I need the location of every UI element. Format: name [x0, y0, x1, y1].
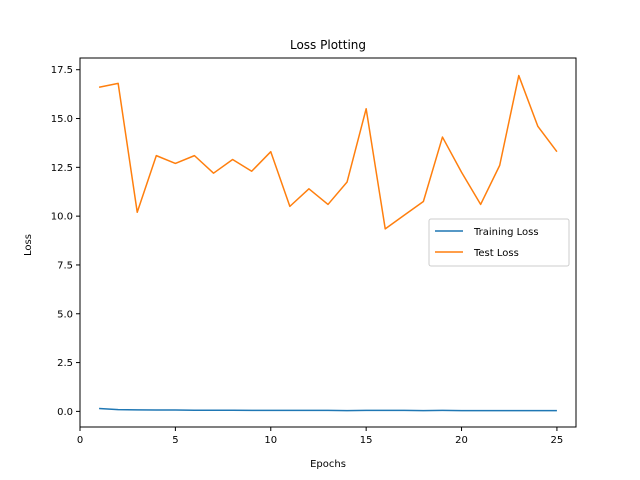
x-tick-label: 0: [77, 435, 83, 446]
y-tick-label: 12.5: [51, 163, 73, 174]
legend-label-training-loss: Training Loss: [473, 227, 539, 238]
y-tick-label: 0.0: [57, 407, 73, 418]
y-tick-label: 5.0: [57, 309, 73, 320]
y-tick-label: 7.5: [57, 260, 73, 271]
legend-label-test-loss: Test Loss: [473, 248, 519, 259]
x-tick-label: 20: [455, 435, 468, 446]
y-tick-label: 2.5: [57, 358, 73, 369]
y-tick-label: 10.0: [51, 212, 73, 223]
training-loss-line: [99, 407, 557, 412]
y-tick-label: 17.5: [51, 65, 73, 76]
x-tick-label: 25: [551, 435, 564, 446]
legend-box: [428, 218, 570, 267]
x-axis-label: Epochs: [310, 459, 346, 470]
legend: Training Loss Test Loss: [428, 218, 570, 267]
chart-title: Loss Plotting: [290, 38, 366, 52]
test-loss-line: [98, 74, 558, 230]
x-tick-label: 10: [264, 435, 277, 446]
x-tick-label: 5: [172, 435, 178, 446]
y-axis-label: Loss: [23, 234, 34, 256]
axes-frame: [79, 57, 577, 428]
y-tick-label: 15.0: [51, 114, 73, 125]
x-tick-label: 15: [360, 435, 373, 446]
